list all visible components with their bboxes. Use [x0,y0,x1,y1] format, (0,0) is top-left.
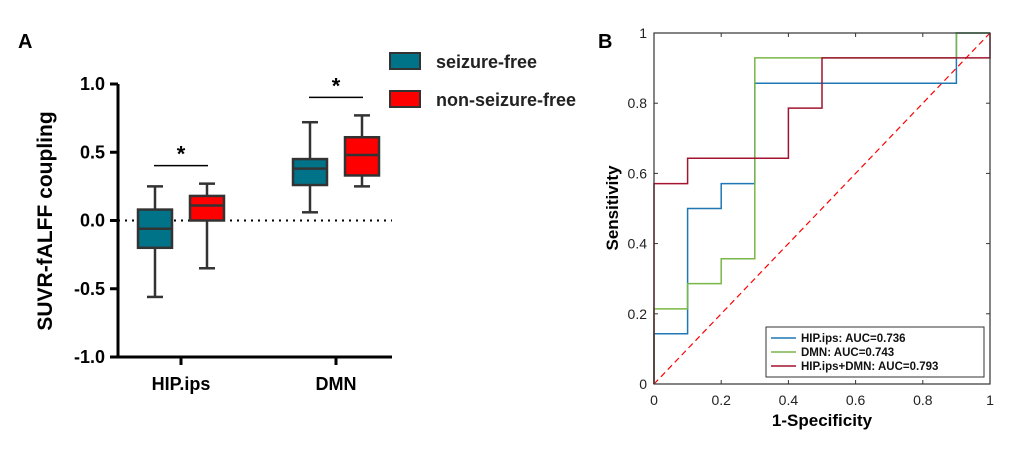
roc-y-tick-label: 0.2 [628,306,648,322]
box-non-seizure-free-DMN [343,114,381,188]
box-legend: seizure-free non-seizure-free [389,52,576,110]
iqr-box [188,194,226,222]
roc-ticks: 0 0.2 0.4 0.6 0.8 1 0 0.2 0.4 0.6 0.8 1 [628,25,995,408]
box-y-tick-label: 0.0 [80,211,105,231]
iqr-box [343,135,381,177]
roc-legend-box [765,326,985,378]
chance-diagonal [653,32,991,385]
box-y-tick-label: -1.0 [74,347,105,367]
box-y-ticks: -1.0 -0.5 0.0 0.5 1.0 [74,74,118,367]
legend-label: non-seizure-free [436,90,576,110]
roc-x-tick-label: 0.8 [913,392,933,408]
roc-x-tick-label: 1 [986,392,994,408]
box-plot-panel: A SUVR-fALFF coupling -1.0-0.50.00.51.0 … [18,31,576,394]
box-x-ticks: HIP.ips DMN [152,357,357,394]
significance-star: * [177,142,186,167]
roc-curves [653,32,991,385]
iqr-box [291,157,329,187]
roc-curve-DMN [653,32,990,384]
box-y-tick-label: 1.0 [80,74,105,94]
roc-legend: HIP.ips: AUC=0.736 DMN: AUC=0.743 HIP.ips+… [765,326,985,378]
roc-y-tick-label: 0 [639,376,647,392]
roc-x-tick-label: 0.2 [711,392,731,408]
box-non-seizure-free-HIP.ips [188,182,226,270]
box-y-axis-label: SUVR-fALFF coupling [34,111,57,330]
roc-x-tick-label: 0.4 [779,392,799,408]
roc-x-tick-label: 0.6 [846,392,866,408]
legend-swatch [389,90,421,108]
panel-label-a: A [18,31,32,53]
box-seizure-free-HIP.ips [136,185,174,299]
roc-axes [653,32,991,385]
roc-legend-label: HIP.ips: AUC=0.736 [801,333,906,345]
significance-markers: ** [154,73,363,167]
significance-star: * [332,73,341,98]
box-axes [116,84,392,359]
roc-legend-label: HIP.ips+DMN: AUC=0.793 [801,361,938,373]
box-x-tick-label: DMN [316,374,357,394]
box-seizure-free-DMN [291,120,329,214]
roc-legend-label: DMN: AUC=0.743 [801,347,894,359]
roc-y-tick-label: 0.4 [628,236,648,252]
panel-label-b: B [598,31,612,53]
roc-curve-HIP.ips+DMN [653,33,991,384]
roc-plot-frame [653,32,991,385]
roc-x-axis-label: 1-Specificity [772,411,873,430]
box-x-tick-label: HIP.ips [152,374,211,394]
roc-y-tick-label: 0.6 [628,165,648,181]
roc-x-tick-label: 0 [650,392,658,408]
box-y-tick-label: 0.5 [80,142,105,162]
roc-curve-HIP.ips [653,32,990,384]
box-y-tick-label: -0.5 [74,279,105,299]
box-series [136,114,381,299]
roc-y-axis-label: Sensitivity [603,165,622,251]
roc-y-tick-label: 1 [639,25,647,41]
roc-panel: B Sensitivity 1-Specificity 0 0.2 0.4 0.6 0.… [598,25,994,430]
legend-swatch [389,52,421,70]
legend-label: seizure-free [436,52,537,72]
roc-y-tick-label: 0.8 [628,95,648,111]
